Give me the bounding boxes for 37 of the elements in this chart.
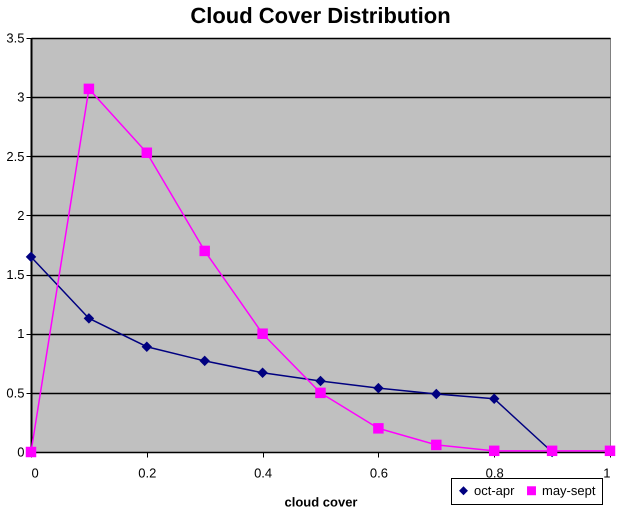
point xyxy=(84,313,94,324)
x-tick-label: 1 xyxy=(603,466,610,480)
x-tick-label: 0.6 xyxy=(370,466,388,480)
y-tick-label: 0 xyxy=(17,444,24,460)
x-axis-title: cloud cover xyxy=(284,494,358,510)
point xyxy=(373,423,384,434)
chart-title: Cloud Cover Distribution xyxy=(190,3,451,28)
point xyxy=(199,356,210,366)
x-tick-label: 0.8 xyxy=(486,466,504,480)
y-tick-label: 3.5 xyxy=(6,30,24,46)
point xyxy=(488,394,500,404)
x-tick-label: 0.4 xyxy=(254,466,272,480)
point xyxy=(84,84,94,94)
point xyxy=(257,328,268,339)
point xyxy=(431,440,442,450)
y-tick-label: 2.5 xyxy=(6,148,24,164)
y-tick-label: 1 xyxy=(17,326,24,342)
point xyxy=(488,446,500,456)
point xyxy=(373,382,384,394)
point xyxy=(142,341,152,352)
point xyxy=(604,446,616,456)
point xyxy=(26,446,36,458)
point xyxy=(257,368,268,378)
point xyxy=(199,246,210,256)
point xyxy=(315,388,326,398)
x-tick-label: 0 xyxy=(32,466,39,480)
point xyxy=(26,252,36,262)
point xyxy=(315,376,326,386)
x-tick-label: 0.2 xyxy=(138,466,156,480)
legend-label: oct-apr xyxy=(474,482,516,498)
point xyxy=(142,147,152,158)
y-tick-label: 3 xyxy=(17,90,24,105)
y-tick-label: 0.5 xyxy=(6,385,24,400)
point xyxy=(431,388,442,400)
y-tick-label: 2 xyxy=(17,208,24,223)
y-tick-label: 1.5 xyxy=(6,267,24,282)
legend-label: may-sept xyxy=(542,482,596,498)
